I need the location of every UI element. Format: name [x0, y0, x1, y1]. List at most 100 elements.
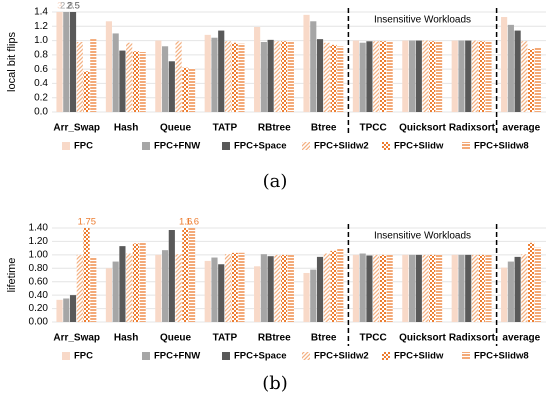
- x-tick-label: TPCC: [359, 333, 386, 344]
- legend-swatch: [382, 352, 390, 360]
- y-tick-label: 1.20: [29, 236, 49, 247]
- bar: [90, 256, 97, 322]
- bar: [352, 254, 359, 322]
- y-tick-label: 1.00: [29, 249, 49, 260]
- bar: [402, 40, 409, 112]
- x-tick-label: Btree: [311, 333, 337, 344]
- bar: [501, 267, 508, 322]
- bar: [267, 39, 274, 112]
- bar: [218, 30, 225, 112]
- bar: [260, 254, 267, 322]
- y-axis-label: lifetime: [6, 258, 18, 293]
- caption: (b): [262, 373, 288, 394]
- legend-swatch: [382, 142, 390, 150]
- y-tick-label: 1.40: [29, 223, 49, 234]
- bar: [478, 254, 485, 322]
- bar: [83, 228, 90, 322]
- legend-swatch: [62, 352, 70, 360]
- x-tick-label: RBtree: [258, 123, 291, 134]
- x-tick-label: TPCC: [359, 123, 386, 134]
- bar: [182, 228, 189, 322]
- bar: [521, 254, 528, 322]
- bar: [76, 254, 83, 322]
- legend-swatch: [462, 352, 470, 360]
- bar: [303, 272, 310, 322]
- bar: [316, 256, 324, 322]
- annotation: Insensitive Workloads: [374, 231, 471, 242]
- bar: [274, 41, 281, 112]
- bar: [507, 24, 514, 112]
- x-tick-label: Radixsort: [449, 333, 496, 344]
- bar: [281, 254, 288, 322]
- data-label: 1.6: [186, 217, 199, 228]
- x-tick-label: Queue: [160, 123, 192, 134]
- legend-label: FPC+Slidw2: [314, 351, 369, 362]
- legend-label: FPC+Space: [234, 141, 287, 152]
- x-tick-label: Btree: [311, 123, 337, 134]
- bar: [189, 68, 196, 112]
- bar: [534, 247, 541, 322]
- bar: [105, 268, 112, 322]
- bar: [204, 260, 211, 322]
- bar: [281, 41, 288, 112]
- bar: [422, 254, 429, 322]
- y-axis-label: local bit flips: [6, 32, 18, 92]
- x-tick-label: average: [502, 123, 540, 134]
- bar: [69, 12, 77, 112]
- x-tick-label: RBtree: [258, 333, 291, 344]
- annotation: Insensitive Workloads: [374, 15, 471, 26]
- data-label: 2.5: [67, 1, 80, 12]
- bar: [310, 21, 317, 112]
- legend-swatch: [462, 142, 470, 150]
- legend-label: FPC: [74, 351, 93, 362]
- bar: [139, 52, 146, 112]
- legend-swatch: [142, 352, 150, 360]
- bar: [352, 40, 359, 112]
- bar: [69, 295, 77, 322]
- bar: [267, 256, 274, 322]
- y-tick-label: 1.0: [34, 35, 48, 46]
- bar: [310, 269, 317, 322]
- bar: [155, 254, 162, 322]
- y-tick-label: 1.2: [34, 21, 48, 32]
- bar: [56, 299, 63, 322]
- bar: [408, 40, 416, 112]
- bar: [386, 41, 393, 112]
- bar: [323, 253, 330, 322]
- bar: [337, 248, 344, 322]
- bar: [429, 41, 436, 112]
- bar: [175, 254, 182, 322]
- bar: [528, 49, 535, 112]
- bar: [76, 42, 83, 112]
- y-tick-label: 0.60: [29, 276, 49, 287]
- bar: [218, 264, 225, 322]
- bar: [231, 252, 238, 322]
- x-tick-label: Quicksort: [399, 333, 446, 344]
- x-tick-label: Quicksort: [399, 123, 446, 134]
- bar: [422, 40, 429, 112]
- x-tick-label: TATP: [213, 333, 238, 344]
- bar: [373, 254, 380, 322]
- bar: [386, 254, 393, 322]
- bar: [415, 40, 422, 112]
- legend-swatch: [302, 352, 310, 360]
- bar: [182, 67, 189, 112]
- bar: [126, 253, 133, 322]
- bar: [485, 254, 492, 322]
- legend-swatch: [222, 142, 230, 150]
- y-tick-label: 0.20: [29, 303, 49, 314]
- bar: [465, 40, 472, 112]
- bar: [161, 46, 169, 112]
- y-tick-label: 1.4: [34, 7, 48, 18]
- x-tick-label: Arr_Swap: [53, 333, 100, 344]
- bar: [238, 252, 245, 322]
- data-label: 2.8: [60, 1, 73, 12]
- x-tick-label: TATP: [213, 123, 238, 134]
- bar: [415, 254, 422, 322]
- data-label: 1.6: [179, 217, 192, 228]
- bar: [379, 41, 387, 112]
- bar: [211, 37, 218, 112]
- bar: [379, 254, 387, 322]
- bar: [119, 246, 126, 322]
- bar: [471, 40, 479, 112]
